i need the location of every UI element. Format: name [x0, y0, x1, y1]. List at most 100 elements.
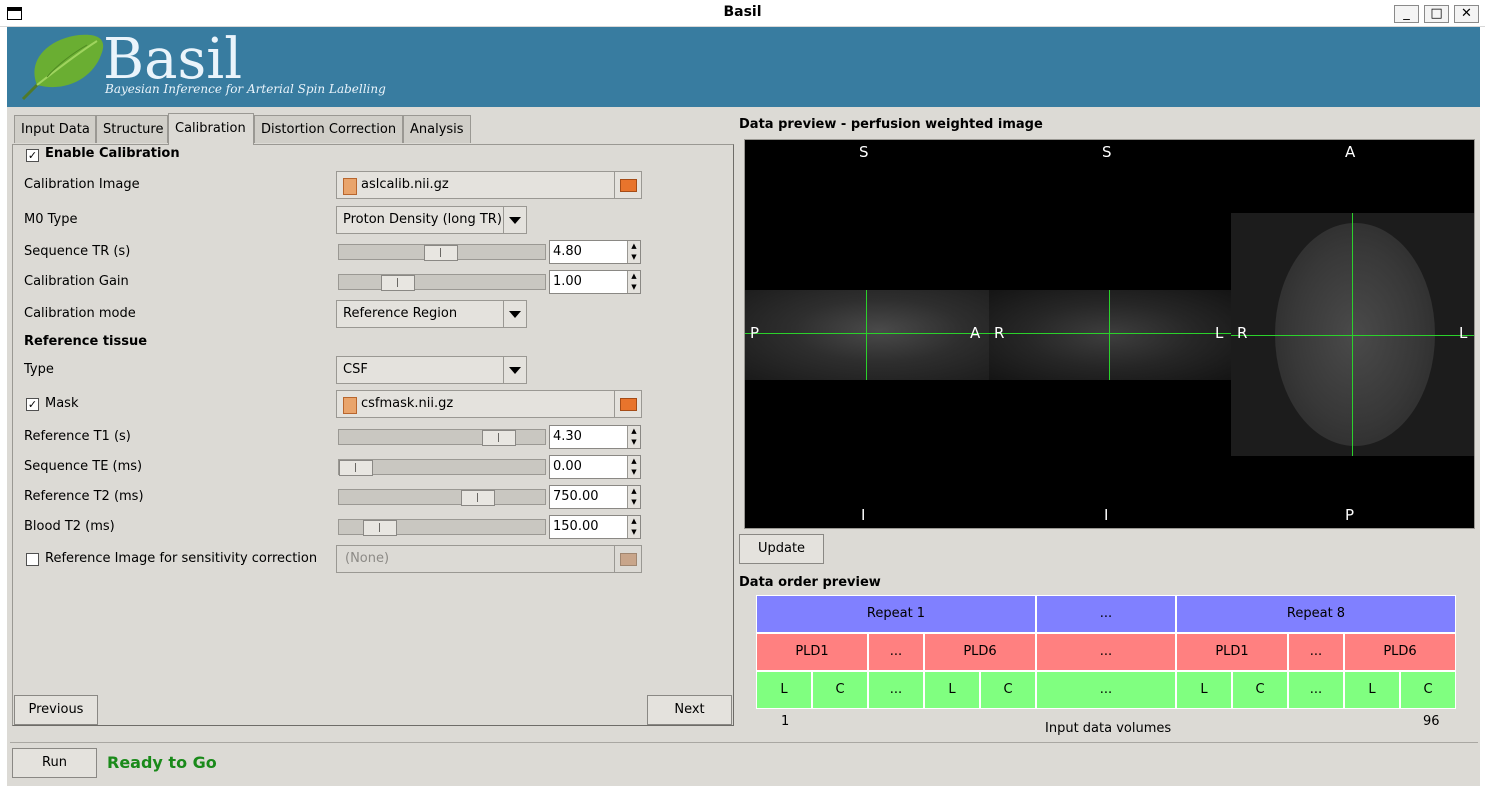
calibration-mode-label: Calibration mode [24, 306, 136, 321]
tab-distortion-correction[interactable]: Distortion Correction [254, 115, 403, 143]
sag-bottom-label: I [861, 506, 866, 524]
data-order-title: Data order preview [739, 575, 881, 590]
browse-button[interactable] [614, 391, 641, 417]
reference-t1-spinbox[interactable]: 4.30 ▲ ▼ [549, 425, 641, 449]
ax-top-label: A [1345, 143, 1356, 161]
sequence-te-spinbox[interactable]: 0.00 ▲ ▼ [549, 455, 641, 479]
pld-block: PLD1 [1176, 633, 1288, 671]
update-button[interactable]: Update [739, 534, 824, 564]
calibration-gain-label: Calibration Gain [24, 274, 129, 289]
calibration-mode-select[interactable]: Reference Region [336, 300, 527, 328]
calibration-panel [12, 144, 734, 726]
sequence-te-label: Sequence TE (ms) [24, 459, 143, 474]
spin-arrows-icon[interactable]: ▲ ▼ [627, 516, 640, 538]
sequence-te-value: 0.00 [553, 459, 582, 474]
m0-type-select[interactable]: Proton Density (long TR) [336, 206, 527, 234]
reference-t2-slider[interactable] [338, 489, 546, 506]
reference-t2-value: 750.00 [553, 489, 599, 504]
spin-arrows-icon[interactable]: ▲ ▼ [627, 456, 640, 478]
sequence-tr-slider[interactable] [338, 244, 546, 261]
reference-t2-spinbox[interactable]: 750.00 ▲ ▼ [549, 485, 641, 509]
sequence-tr-value: 4.80 [553, 244, 582, 259]
calibration-gain-slider[interactable] [338, 274, 546, 291]
minimize-button[interactable]: _ [1394, 5, 1419, 23]
reference-tissue-heading: Reference tissue [24, 334, 148, 349]
enable-calibration-checkbox[interactable]: ✓ [26, 149, 39, 162]
blood-t2-slider[interactable] [338, 519, 546, 536]
spin-arrows-icon[interactable]: ▲ ▼ [627, 426, 640, 448]
m0-type-label: M0 Type [24, 212, 78, 227]
slider-thumb[interactable] [461, 490, 495, 506]
banner-title: Basil [103, 27, 243, 92]
chevron-down-icon[interactable] [503, 357, 526, 383]
run-button[interactable]: Run [12, 748, 97, 778]
window-title: Basil [723, 4, 762, 20]
axis-start-label: 1 [781, 714, 790, 729]
slider-thumb[interactable] [482, 430, 516, 446]
calibration-image-picker[interactable]: aslcalib.nii.gz [336, 171, 642, 199]
tissue-type-select[interactable]: CSF [336, 356, 527, 384]
sensitivity-correction-checkbox[interactable] [26, 553, 39, 566]
pld-block: ... [1288, 633, 1344, 671]
sag-left-label: P [750, 324, 760, 342]
coronal-slice [989, 290, 1231, 380]
chevron-down-icon[interactable] [503, 301, 526, 327]
tab-analysis[interactable]: Analysis [403, 115, 471, 143]
label-control-block: L [924, 671, 980, 709]
tab-input-data[interactable]: Input Data [14, 115, 96, 143]
sequence-tr-spinbox[interactable]: 4.80 ▲ ▼ [549, 240, 641, 264]
window-icon[interactable] [7, 7, 22, 20]
label-control-block: ... [868, 671, 924, 709]
tab-structure[interactable]: Structure [96, 115, 168, 143]
folder-icon [620, 553, 637, 566]
file-icon [343, 397, 357, 414]
spin-arrows-icon[interactable]: ▲ ▼ [627, 486, 640, 508]
slider-thumb[interactable] [424, 245, 458, 261]
reference-t1-slider[interactable] [338, 429, 546, 446]
sag-top-label: S [859, 143, 869, 161]
browse-button[interactable] [614, 546, 641, 572]
pld-block: PLD1 [756, 633, 868, 671]
browse-button[interactable] [614, 172, 641, 198]
next-button[interactable]: Next [647, 695, 732, 725]
label-control-block: C [980, 671, 1036, 709]
pld-block: PLD6 [924, 633, 1036, 671]
maximize-button[interactable]: □ [1424, 5, 1449, 23]
label-control-block: L [756, 671, 812, 709]
preview-title: Data preview - perfusion weighted image [739, 117, 1043, 132]
mask-picker[interactable]: csfmask.nii.gz [336, 390, 642, 418]
status-divider [10, 742, 1478, 743]
chevron-down-icon[interactable] [503, 207, 526, 233]
title-bar: Basil _ □ ✕ [0, 0, 1485, 27]
repeat-block: ... [1036, 595, 1176, 633]
axis-title: Input data volumes [1045, 721, 1172, 736]
label-control-block: C [1232, 671, 1288, 709]
ax-left-label: R [1237, 324, 1248, 342]
sequence-tr-label: Sequence TR (s) [24, 244, 131, 259]
sagittal-crosshair-v [866, 290, 867, 380]
blood-t2-spinbox[interactable]: 150.00 ▲ ▼ [549, 515, 641, 539]
m0-type-value: Proton Density (long TR) [343, 212, 502, 227]
sensitivity-image-picker[interactable]: (None) [336, 545, 642, 573]
pld-block: ... [868, 633, 924, 671]
previous-button[interactable]: Previous [14, 695, 98, 725]
spin-arrows-icon[interactable]: ▲ ▼ [627, 241, 640, 263]
tab-calibration[interactable]: Calibration [168, 113, 254, 145]
folder-icon [620, 398, 637, 411]
label-control-block: ... [1036, 671, 1176, 709]
cor-bottom-label: I [1104, 506, 1109, 524]
slider-thumb[interactable] [381, 275, 415, 291]
cor-right-label: L [1215, 324, 1224, 342]
slider-thumb[interactable] [363, 520, 397, 536]
slider-thumb[interactable] [339, 460, 373, 476]
axial-crosshair-h [1231, 335, 1474, 336]
basil-leaf-icon [21, 34, 104, 101]
label-control-block: L [1176, 671, 1232, 709]
sequence-te-slider[interactable] [338, 459, 546, 476]
spin-arrows-icon[interactable]: ▲ ▼ [627, 271, 640, 293]
perfusion-preview-viewer[interactable]: S I P A S I R L A P R L [744, 139, 1475, 529]
mask-checkbox[interactable]: ✓ [26, 398, 39, 411]
calibration-gain-spinbox[interactable]: 1.00 ▲ ▼ [549, 270, 641, 294]
close-button[interactable]: ✕ [1454, 5, 1479, 23]
cor-left-label: R [994, 324, 1005, 342]
